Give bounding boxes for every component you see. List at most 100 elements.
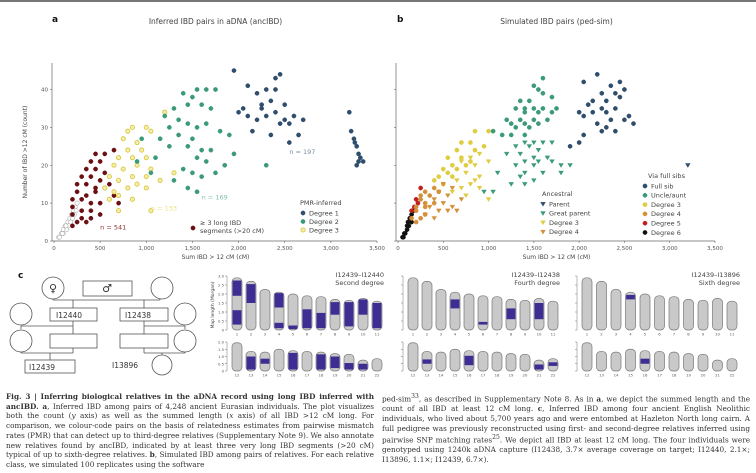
page-top-rule (0, 0, 756, 2)
x-tick-label: 3,000 (662, 246, 678, 252)
data-point (79, 174, 85, 179)
data-point (208, 147, 214, 153)
data-point (194, 189, 200, 195)
legend-label: Degree 6 (651, 229, 681, 237)
data-point (522, 170, 528, 176)
chromosome-14: 14 (610, 351, 622, 378)
data-point (111, 147, 117, 153)
chromosome-11: 11 (547, 300, 559, 337)
chromosome-10: 10 (357, 298, 369, 337)
data-point (97, 200, 103, 206)
data-point (549, 109, 555, 115)
data-point (190, 170, 195, 176)
data-point (273, 109, 278, 115)
data-point (74, 219, 80, 225)
ibd-segment (478, 321, 488, 325)
data-point (608, 117, 614, 123)
data-point (436, 174, 442, 179)
data-point (93, 166, 98, 172)
data-point (418, 215, 423, 221)
ibd-segment (344, 363, 354, 370)
karyo-tick-label: 2.0 (218, 340, 225, 345)
chromosome-number: 16 (291, 373, 296, 378)
data-point (522, 109, 528, 115)
chromosome-7: 7 (668, 296, 680, 337)
data-point (102, 185, 108, 191)
data-point (472, 128, 478, 134)
chromosome-body (596, 351, 607, 372)
data-point (203, 121, 209, 126)
x-tick-label: 0 (52, 246, 56, 252)
x-axis-label: Sum IBD > 12 cM (cM) (182, 254, 250, 261)
data-point (409, 208, 414, 214)
y-tick-label: 10 (41, 201, 48, 207)
data-point (74, 189, 80, 195)
data-point (558, 170, 564, 176)
chromosome-number: 8 (687, 332, 690, 337)
legend-label: Great parent (549, 210, 591, 218)
data-point (445, 193, 451, 199)
chromosome-number: 5 (468, 332, 471, 337)
karyo-tick-label: 2.0 (218, 292, 225, 297)
data-point (282, 117, 288, 123)
chromosome-number: 1 (412, 332, 415, 337)
chromosome-number: 19 (686, 373, 691, 378)
data-point (236, 109, 241, 115)
chromosome-17: 17 (301, 351, 313, 378)
chart-title: Simulated IBD pairs (ped-sim) (500, 17, 613, 26)
data-point (116, 193, 122, 199)
data-point (585, 102, 591, 108)
data-point (116, 155, 122, 161)
chromosome-19: 19 (505, 353, 517, 378)
data-point (526, 125, 532, 130)
chromosome-number: 11 (375, 332, 380, 337)
x-tick-label: 1,500 (526, 246, 542, 252)
data-point (449, 185, 456, 191)
data-point (213, 170, 218, 176)
data-point (74, 181, 80, 187)
chromosome-number: 9 (524, 332, 527, 337)
data-point (594, 72, 600, 77)
chromosome-number: 12 (585, 373, 590, 378)
ibd-segment (302, 309, 312, 329)
data-point (185, 185, 191, 191)
scatter-panel-b: Simulated IBD pairs (ped-sim) 0 500 1,000 1,… (394, 17, 723, 261)
data-point (120, 166, 126, 172)
data-point (422, 204, 428, 210)
chromosome-19: 19 (683, 353, 694, 378)
data-point (494, 170, 501, 176)
data-point (613, 128, 618, 134)
chromosome-body (683, 353, 694, 372)
data-point (472, 178, 478, 183)
data-point (531, 106, 537, 111)
data-point (536, 87, 541, 92)
ibd-segment (548, 362, 558, 366)
karyo-tick-label: 1.5 (218, 301, 225, 306)
x-tick-label: 500 (438, 246, 449, 252)
data-point (558, 163, 564, 168)
chromosome-number: 13 (249, 373, 254, 378)
chromosome-body (610, 351, 622, 372)
data-point (120, 136, 126, 142)
legend-label: segments (>20 cM) (200, 227, 264, 235)
data-point (449, 204, 456, 210)
karyo-tick-label: 2.5 (218, 283, 225, 288)
data-point (603, 109, 609, 115)
data-point (449, 189, 456, 195)
y-tick-label: 30 (41, 125, 48, 131)
chromosome-body (625, 348, 636, 372)
chromosome-8: 8 (683, 299, 694, 337)
data-point (208, 106, 214, 111)
legend-marker (540, 202, 546, 207)
karyo-tick-label: 3.0 (218, 274, 225, 279)
n-annotation: n = 541 (100, 224, 126, 232)
karyo-tick-label: 1.0 (218, 354, 225, 359)
data-point (508, 182, 514, 187)
data-point (459, 140, 464, 145)
pedigree-spouse-circle (173, 329, 197, 353)
data-point (97, 178, 103, 183)
chromosome-16: 16 (287, 350, 299, 378)
legend-marker (642, 202, 648, 207)
chromosome-number: 22 (730, 373, 735, 378)
data-point (617, 94, 623, 100)
